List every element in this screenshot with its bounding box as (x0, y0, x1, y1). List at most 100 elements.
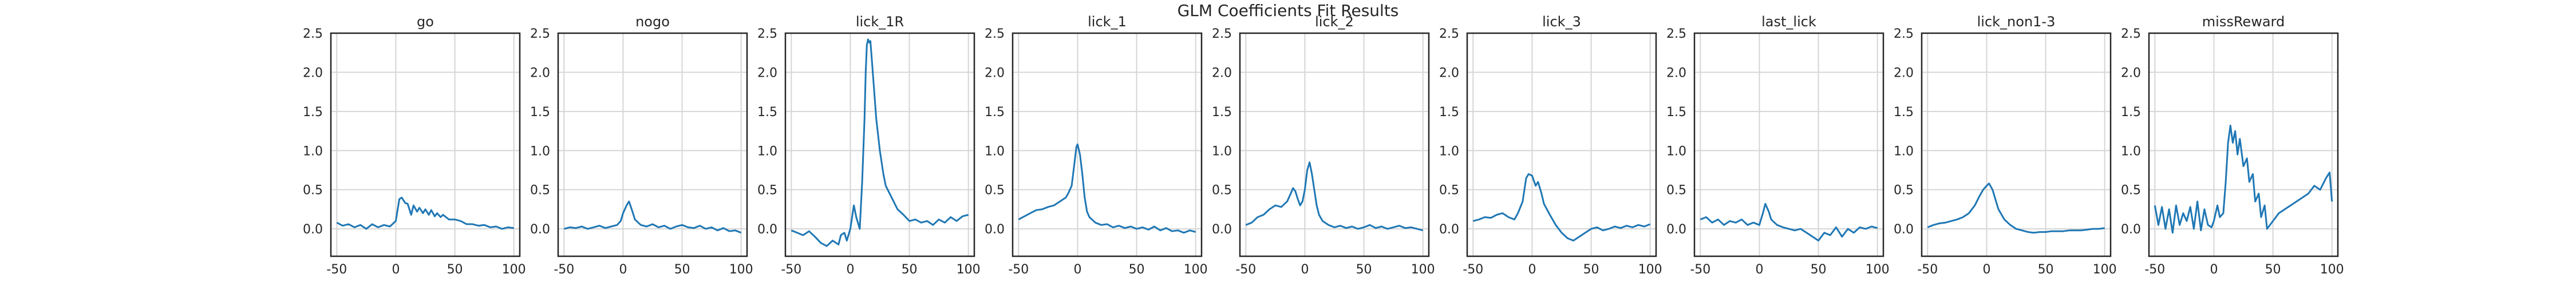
y-tick-label: 0.0 (303, 223, 323, 237)
x-tick-label: 50 (1811, 263, 1827, 277)
subplot-9: missReward -50 0 50 100 0.0 0.5 1.0 1.5 2.0 2.5 (2121, 14, 2344, 277)
y-tick-label: 1.5 (1666, 105, 1686, 120)
x-tick-label: 50 (2038, 263, 2054, 277)
series-line (2154, 125, 2333, 234)
y-tick-label: 1.0 (1894, 144, 1914, 158)
x-tick-label: 100 (957, 263, 981, 277)
subplot-title: lick_1 (1088, 14, 1127, 30)
y-tick-label: 1.0 (530, 144, 550, 158)
plot-frame (1921, 32, 2112, 257)
x-tick-label: -50 (1690, 263, 1710, 277)
y-tick-label: 2.0 (1439, 66, 1459, 80)
subplot-6: lick_3 -50 0 50 100 0.0 0.5 1.0 1.5 2.0 2.5 (1439, 14, 1662, 277)
plot-frame (784, 32, 975, 257)
x-tick-label: 0 (1755, 263, 1763, 277)
x-tick-label: -50 (781, 263, 801, 277)
subplot-grid: go -50 0 50 100 0.0 0.5 1.0 1.5 2.0 2.5 nogo -50 0 50 1… (303, 14, 2344, 277)
y-tick-label: 0.5 (985, 184, 1005, 198)
x-tick-label: 50 (1583, 263, 1599, 277)
subplot-4: lick_1 -50 0 50 100 0.0 0.5 1.0 1.5 2.0 2.5 (985, 14, 1208, 277)
y-tick-label: 0.0 (757, 223, 777, 237)
plot-frame (1466, 32, 1657, 257)
x-tick-label: -50 (554, 263, 574, 277)
y-tick-label: 0.0 (1894, 223, 1914, 237)
x-tick-label: 100 (729, 263, 753, 277)
y-tick-label: 1.0 (1439, 144, 1459, 158)
x-tick-label: 100 (1184, 263, 1208, 277)
subplot-title: lick_1R (856, 14, 904, 30)
x-tick-label: -50 (326, 263, 347, 277)
y-tick-label: 1.5 (757, 105, 777, 120)
y-tick-label: 0.5 (1894, 184, 1914, 198)
y-tick-label: 2.0 (2121, 66, 2141, 80)
y-tick-label: 0.0 (1212, 223, 1232, 237)
x-tick-label: 50 (447, 263, 463, 277)
x-tick-label: 50 (1129, 263, 1145, 277)
subplot-2: nogo -50 0 50 100 0.0 0.5 1.0 1.5 2.0 2.5 (530, 14, 753, 277)
subplot-title: nogo (635, 14, 670, 30)
subplot-7: last_lick -50 0 50 100 0.0 0.5 1.0 1.5 2.0 2.5 (1666, 14, 1890, 277)
series-line (1927, 182, 2105, 234)
x-tick-label: -50 (2144, 263, 2165, 277)
x-tick-label: -50 (1463, 263, 1483, 277)
y-tick-label: 2.0 (1894, 66, 1914, 80)
plot-frame (2148, 32, 2339, 257)
subplot-5: lick_2 -50 0 50 100 0.0 0.5 1.0 1.5 2.0 2.5 (1212, 14, 1435, 277)
y-tick-label: 1.5 (303, 105, 323, 120)
plot-frame (1239, 32, 1430, 257)
series-line (563, 200, 742, 234)
y-tick-label: 2.5 (530, 27, 550, 41)
y-tick-label: 1.5 (1439, 105, 1459, 120)
subplot-8: lick_non1-3 -50 0 50 100 0.0 0.5 1.0 1.5 2.0 2.5 (1894, 14, 2117, 277)
x-tick-label: 100 (2093, 263, 2117, 277)
y-tick-label: 0.0 (530, 223, 550, 237)
y-tick-label: 0.0 (1666, 223, 1686, 237)
series-line (1245, 161, 1424, 232)
subplot-title: lick_3 (1542, 14, 1581, 30)
y-tick-label: 1.0 (1666, 144, 1686, 158)
y-tick-label: 2.0 (1666, 66, 1686, 80)
x-tick-label: 0 (2210, 263, 2218, 277)
y-tick-label: 1.5 (530, 105, 550, 120)
series-line (1018, 143, 1196, 234)
subplot-title: last_lick (1761, 14, 1816, 30)
y-tick-label: 0.5 (1212, 184, 1232, 198)
y-tick-label: 2.0 (985, 66, 1005, 80)
x-tick-label: 0 (1073, 263, 1081, 277)
x-tick-label: 100 (502, 263, 526, 277)
x-tick-label: 50 (674, 263, 690, 277)
y-tick-label: 1.0 (2121, 144, 2141, 158)
subplot-title: lick_non1-3 (1977, 14, 2056, 30)
subplot-1: go -50 0 50 100 0.0 0.5 1.0 1.5 2.0 2.5 (303, 14, 526, 277)
series-line (1472, 173, 1651, 242)
plot-frame (1693, 32, 1884, 257)
y-tick-label: 2.0 (757, 66, 777, 80)
subplot-3: lick_1R -50 0 50 100 0.0 0.5 1.0 1.5 2.0 2.5 (757, 14, 981, 277)
x-tick-label: 0 (1301, 263, 1309, 277)
plot-frame (1012, 32, 1203, 257)
y-tick-label: 1.0 (985, 144, 1005, 158)
x-tick-label: 50 (902, 263, 918, 277)
x-tick-label: 100 (2320, 263, 2344, 277)
x-tick-label: 100 (1638, 263, 1662, 277)
subplot-title: missReward (2202, 14, 2285, 30)
x-tick-label: 100 (1866, 263, 1890, 277)
y-tick-label: 2.5 (1212, 27, 1232, 41)
y-tick-label: 1.5 (2121, 105, 2141, 120)
y-tick-label: 1.0 (303, 144, 323, 158)
x-tick-label: 0 (619, 263, 627, 277)
y-tick-label: 1.0 (757, 144, 777, 158)
y-tick-label: 2.0 (530, 66, 550, 80)
y-tick-label: 0.0 (2121, 223, 2141, 237)
x-tick-label: 0 (1982, 263, 1990, 277)
y-tick-label: 1.5 (985, 105, 1005, 120)
x-tick-label: 100 (1411, 263, 1435, 277)
y-tick-label: 2.5 (1666, 27, 1686, 41)
y-tick-label: 2.5 (985, 27, 1005, 41)
y-tick-label: 2.5 (1439, 27, 1459, 41)
x-tick-label: 0 (1528, 263, 1536, 277)
series-line (1700, 202, 1878, 242)
plot-frame (557, 32, 748, 257)
y-tick-label: 2.0 (303, 66, 323, 80)
